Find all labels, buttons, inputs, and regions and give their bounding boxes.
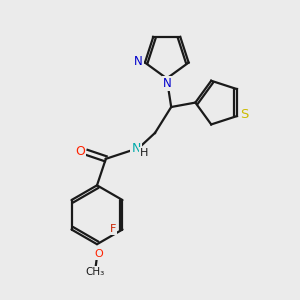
Text: S: S [240,108,249,121]
Text: CH₃: CH₃ [85,267,104,277]
Text: F: F [110,224,116,234]
Text: H: H [140,148,148,158]
Text: N: N [134,55,143,68]
Text: O: O [94,249,103,259]
Text: O: O [75,145,85,158]
Text: N: N [163,77,172,90]
Text: N: N [131,142,141,155]
